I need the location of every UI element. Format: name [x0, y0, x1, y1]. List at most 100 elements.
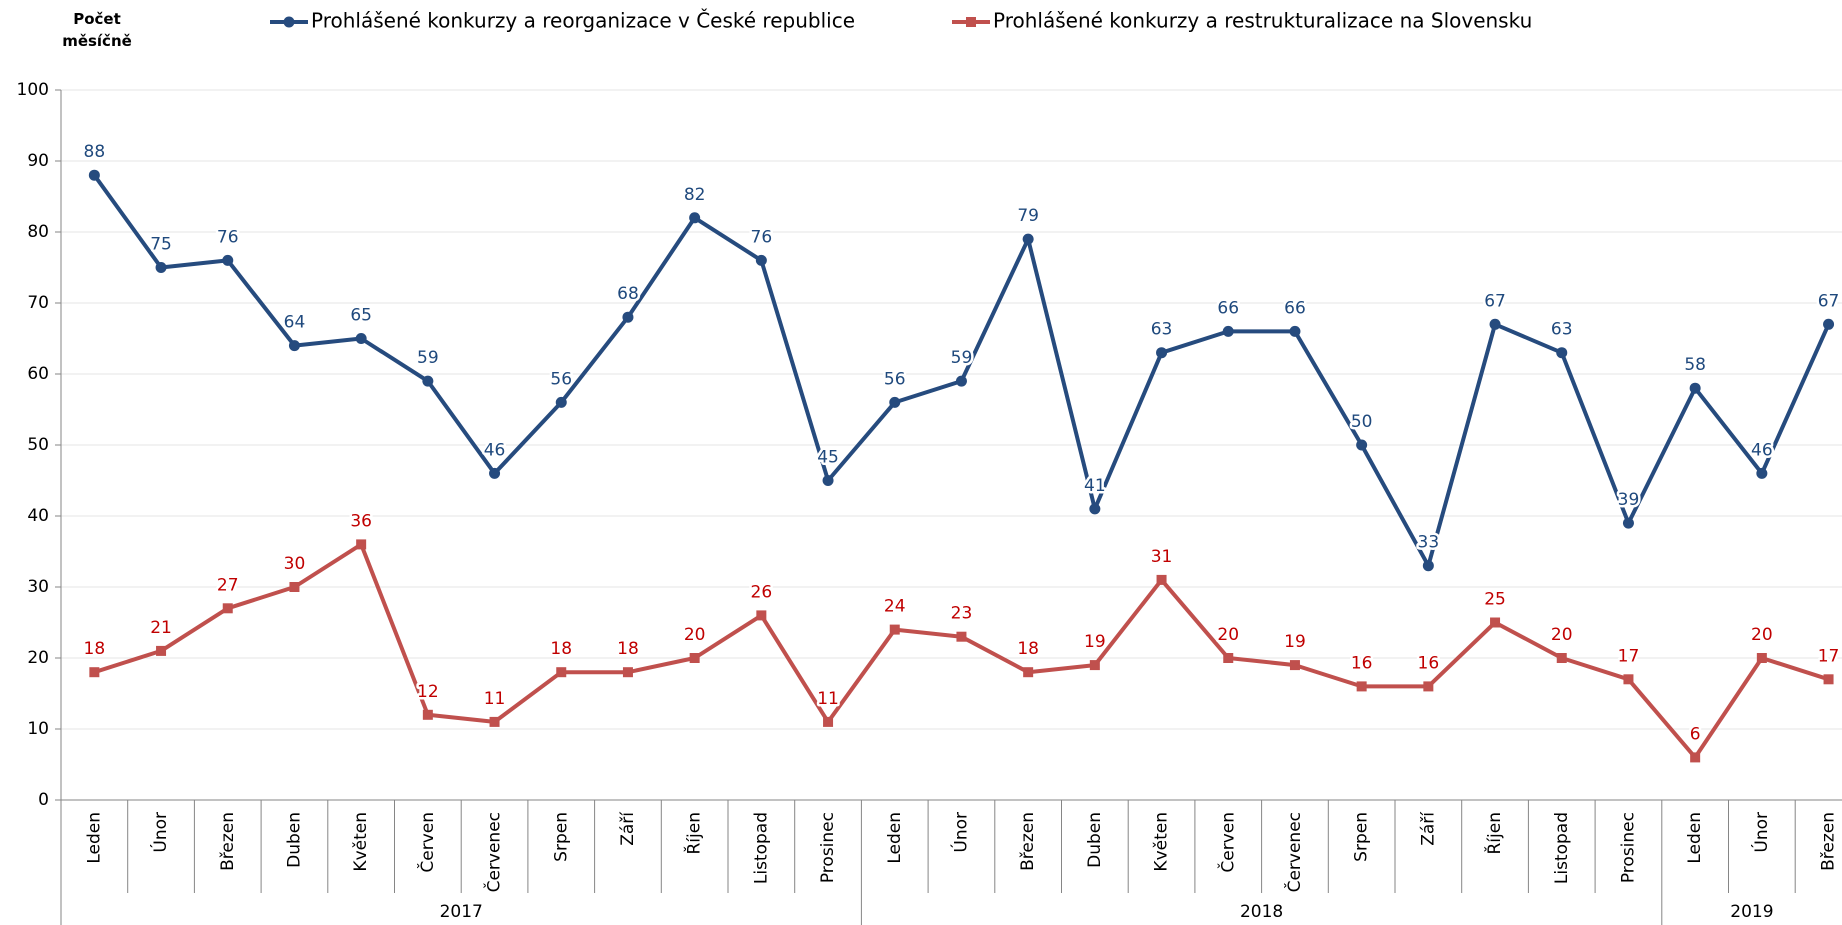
data-label: 50 [1351, 412, 1373, 432]
marker [823, 716, 834, 727]
marker [1023, 667, 1034, 678]
x-tick-label: Září [618, 811, 638, 846]
marker [422, 375, 434, 387]
x-tick-label: Listopad [1552, 812, 1572, 884]
legend-label: Prohlášené konkurzy a reorganizace v Čes… [311, 9, 855, 33]
marker [288, 340, 300, 352]
marker [356, 539, 367, 550]
marker [1423, 681, 1434, 692]
group-label: 2018 [1240, 902, 1283, 922]
marker [1490, 617, 1501, 628]
data-label: 76 [751, 227, 773, 247]
x-tick-label: Srpen [1352, 812, 1372, 862]
marker [955, 375, 967, 387]
x-tick-label: Prosinec [1618, 812, 1638, 883]
data-label: 31 [1151, 547, 1173, 567]
data-label: 79 [1017, 206, 1039, 226]
marker [822, 475, 834, 486]
marker [489, 467, 501, 479]
data-label: 20 [1551, 625, 1573, 645]
x-tick-label: Leden [885, 812, 905, 864]
marker [1556, 653, 1567, 663]
data-label: 75 [150, 235, 172, 255]
x-tick-label: Únor [949, 812, 971, 853]
data-label: 66 [1217, 298, 1239, 318]
data-label: 12 [417, 682, 439, 702]
y-tick-label: 30 [27, 577, 49, 597]
group-label: 2019 [1730, 902, 1773, 922]
data-label: 63 [1151, 320, 1173, 340]
y-tick-label: 60 [27, 364, 49, 384]
x-tick-label: Duben [284, 812, 304, 868]
marker [889, 624, 900, 635]
data-label: 39 [1618, 490, 1640, 510]
data-label: 19 [1084, 632, 1106, 652]
marker [1222, 325, 1234, 337]
x-tick-label: Červenec [483, 812, 505, 892]
data-label: 18 [550, 639, 572, 659]
y-tick-label: 100 [17, 80, 49, 100]
data-label: 36 [350, 511, 372, 531]
data-label: 33 [1418, 533, 1440, 553]
data-label: 59 [417, 348, 439, 368]
x-tick-label: Prosinec [818, 812, 838, 883]
x-tick-label: Březen [1819, 812, 1839, 871]
data-label: 17 [1618, 646, 1640, 666]
marker [222, 603, 233, 614]
marker [1022, 233, 1034, 245]
data-label: 45 [817, 448, 839, 468]
data-label: 11 [817, 689, 839, 709]
marker [756, 610, 767, 621]
y-tick-label: 0 [38, 790, 49, 810]
marker [89, 667, 100, 678]
marker [689, 212, 701, 224]
y-tick-label: 80 [27, 222, 49, 242]
data-label: 26 [751, 582, 773, 602]
marker [1089, 503, 1101, 515]
marker [1756, 467, 1768, 479]
data-label: 63 [1551, 320, 1573, 340]
data-label: 56 [884, 369, 906, 389]
data-label: 66 [1284, 298, 1306, 318]
data-label: 46 [484, 440, 506, 460]
legend-marker [283, 16, 295, 28]
x-tick-label: Červen [1216, 812, 1238, 873]
y-tick-label: 90 [27, 151, 49, 171]
x-tick-label: Únor [1750, 812, 1772, 853]
x-tick-label: Září [1418, 811, 1438, 846]
legend-label: Prohlášené konkurzy a restrukturalizace … [993, 9, 1532, 33]
data-label: 67 [1484, 291, 1506, 311]
marker [555, 396, 567, 408]
data-label: 65 [350, 306, 372, 326]
data-label: 16 [1418, 653, 1440, 673]
marker [1823, 318, 1835, 330]
data-label: 46 [1751, 440, 1773, 460]
data-label: 20 [1217, 625, 1239, 645]
marker [1756, 653, 1767, 663]
data-label: 30 [284, 554, 306, 574]
marker [622, 667, 633, 678]
marker [1223, 653, 1234, 663]
marker [1156, 347, 1168, 359]
marker [1422, 560, 1434, 572]
data-label: 25 [1484, 590, 1506, 610]
data-label: 76 [217, 227, 239, 247]
series-line [92, 174, 1831, 568]
data-label: 56 [550, 369, 572, 389]
marker [1289, 325, 1301, 337]
marker [889, 396, 901, 408]
y-tick-label: 40 [27, 506, 49, 526]
y-tick-label: 10 [27, 719, 49, 739]
marker [1356, 681, 1367, 692]
data-label: 82 [684, 185, 706, 205]
data-label: 27 [217, 575, 239, 595]
data-label: 41 [1084, 476, 1106, 496]
data-label: 6 [1690, 724, 1701, 744]
data-label: 58 [1684, 355, 1706, 375]
group-label: 2017 [440, 902, 483, 922]
marker [1689, 382, 1701, 394]
data-label: 18 [84, 639, 106, 659]
data-label: 18 [617, 639, 639, 659]
